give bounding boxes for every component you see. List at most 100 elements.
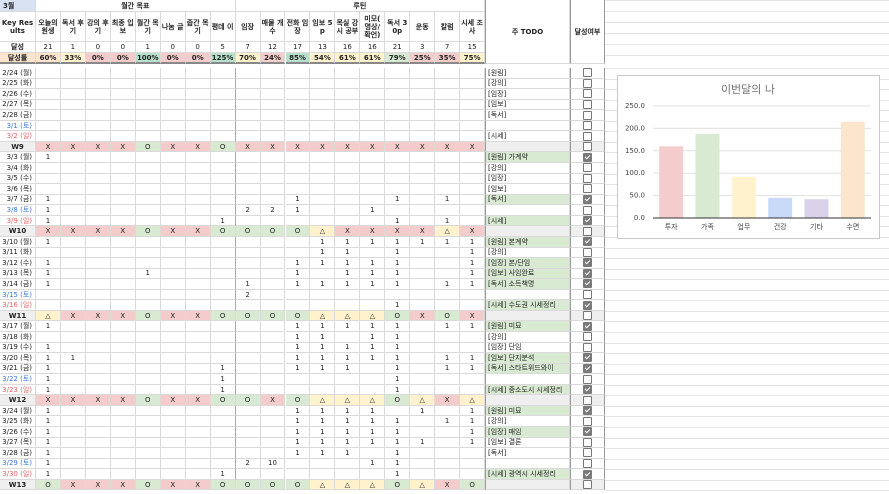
checkbox[interactable] [583, 216, 592, 226]
value-cell: 1 [460, 353, 486, 364]
todo-cell [485, 374, 570, 385]
checkbox[interactable] [583, 321, 592, 331]
checkbox[interactable] [583, 300, 592, 310]
rate-cell: 25% [410, 53, 436, 64]
checkbox[interactable] [583, 458, 592, 468]
checkbox[interactable] [583, 205, 592, 215]
checkbox[interactable] [583, 121, 592, 131]
rate-cell: 0% [85, 53, 111, 64]
value-cell [235, 300, 261, 311]
value-cell [210, 458, 236, 470]
achieved-label: 달성 [0, 42, 36, 53]
checkbox[interactable] [583, 342, 592, 352]
value-cell: 1 [285, 268, 311, 280]
todo-header: 주 TODO [485, 0, 570, 64]
checkbox[interactable] [583, 78, 592, 88]
value-cell [235, 99, 261, 111]
checkbox[interactable] [583, 110, 592, 120]
value-cell [460, 110, 486, 121]
checkbox[interactable] [583, 416, 592, 426]
checkbox[interactable] [583, 237, 592, 247]
value-cell: 1 [135, 268, 161, 280]
checkbox[interactable] [583, 385, 592, 395]
value-cell: 1 [385, 236, 411, 248]
checkbox[interactable] [583, 268, 592, 278]
value-cell [85, 332, 111, 343]
checkbox[interactable] [583, 480, 592, 490]
value-cell: 1 [285, 321, 311, 332]
value-cell [235, 184, 261, 195]
value-cell [285, 78, 311, 90]
value-cell [60, 384, 86, 396]
value-cell [385, 78, 411, 90]
value-cell [360, 289, 386, 301]
checkbox[interactable] [583, 152, 592, 162]
checkbox[interactable] [583, 311, 592, 321]
value-cell [85, 78, 111, 90]
grid-line [605, 68, 889, 69]
checkbox[interactable] [583, 448, 592, 458]
value-cell: 1 [385, 384, 411, 396]
checkbox[interactable] [583, 131, 592, 141]
value-cell [410, 120, 436, 132]
checkbox[interactable] [583, 374, 592, 384]
checkbox[interactable] [583, 437, 592, 447]
value-cell [36, 68, 61, 79]
value-cell [460, 374, 486, 385]
date-cell: 3/16 (일) [0, 300, 36, 311]
checkbox[interactable] [583, 99, 592, 109]
chart: 이번달의 나 0.0 50.0 100.0 150.0 200.0 250.0 투자 가족 업무… [617, 75, 880, 239]
value-cell [435, 131, 461, 142]
value-cell: 1 [310, 437, 336, 449]
value-cell [160, 427, 186, 438]
value-cell [160, 363, 186, 375]
checkbox[interactable] [583, 332, 592, 342]
value-cell [36, 89, 61, 100]
checkbox[interactable] [583, 395, 592, 405]
checkbox[interactable] [583, 68, 592, 78]
value-cell [235, 68, 261, 79]
checkbox[interactable] [583, 363, 592, 373]
checkbox[interactable] [583, 353, 592, 363]
value-cell: 1 [435, 363, 461, 375]
checkbox[interactable] [583, 279, 592, 289]
value-cell: 1 [385, 416, 411, 428]
status-cell: X [285, 141, 311, 153]
value-cell [85, 342, 111, 354]
bar [840, 121, 865, 218]
value-cell [36, 300, 61, 311]
done-cell [570, 448, 605, 459]
value-cell [135, 120, 161, 132]
checkbox[interactable] [583, 258, 592, 268]
checkbox[interactable] [583, 226, 592, 236]
checkbox[interactable] [583, 173, 592, 183]
value-cell [435, 152, 461, 164]
value-cell [160, 110, 186, 121]
checkbox[interactable] [583, 290, 592, 300]
status-cell: O [385, 310, 411, 322]
value-cell: 1 [385, 332, 411, 343]
status-cell: X [85, 141, 111, 153]
value-cell [435, 332, 461, 343]
rate-cell: 61% [335, 53, 361, 64]
date-cell: 2/25 (화) [0, 78, 36, 90]
done-cell [570, 374, 605, 385]
value-cell [260, 384, 286, 396]
achieved-cell: 7 [235, 42, 261, 53]
checkbox[interactable] [583, 427, 592, 437]
checkbox[interactable] [583, 406, 592, 416]
checkbox[interactable] [583, 89, 592, 99]
checkbox[interactable] [583, 142, 592, 152]
value-cell: 1 [36, 374, 61, 385]
value-cell [260, 152, 286, 164]
checkbox[interactable] [583, 469, 592, 479]
value-cell: 1 [385, 469, 411, 480]
bar [768, 197, 793, 218]
value-cell [160, 268, 186, 280]
y-tick-label: 200.0 [625, 124, 645, 132]
checkbox[interactable] [583, 184, 592, 194]
checkbox[interactable] [583, 247, 592, 257]
checkbox[interactable] [583, 194, 592, 204]
value-cell [310, 458, 336, 470]
checkbox[interactable] [583, 163, 592, 173]
